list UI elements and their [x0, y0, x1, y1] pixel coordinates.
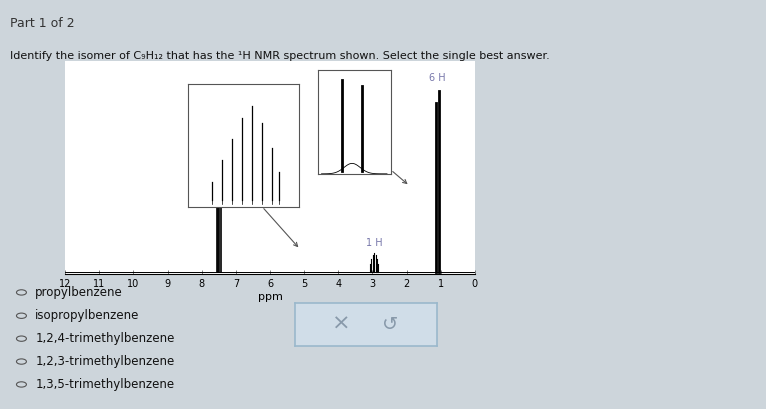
Text: Part 1 of 2: Part 1 of 2 — [10, 17, 74, 30]
Text: 1,2,3-trimethylbenzene: 1,2,3-trimethylbenzene — [35, 355, 175, 368]
Text: ↺: ↺ — [381, 315, 398, 334]
Text: Identify the isomer of C₉H₁₂ that has the ¹H NMR spectrum shown. Select the sing: Identify the isomer of C₉H₁₂ that has th… — [10, 51, 550, 61]
Text: ×: × — [332, 314, 351, 334]
Text: isopropylbenzene: isopropylbenzene — [35, 309, 139, 322]
Text: 1,3,5-trimethylbenzene: 1,3,5-trimethylbenzene — [35, 378, 175, 391]
Text: 1,2,4-trimethylbenzene: 1,2,4-trimethylbenzene — [35, 332, 175, 345]
Text: 6 H: 6 H — [429, 74, 446, 83]
Text: 1 H: 1 H — [366, 238, 382, 248]
Text: propylbenzene: propylbenzene — [35, 286, 123, 299]
Text: 5 H: 5 H — [211, 112, 228, 121]
X-axis label: ppm: ppm — [257, 292, 283, 302]
